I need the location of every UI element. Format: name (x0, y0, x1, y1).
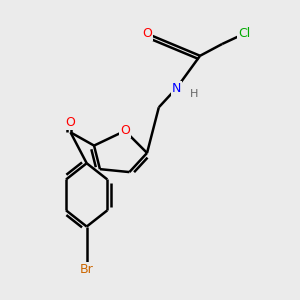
Text: O: O (66, 116, 75, 128)
Text: O: O (120, 124, 130, 137)
Text: Cl: Cl (238, 27, 250, 40)
Text: H: H (190, 89, 198, 99)
Text: Br: Br (80, 263, 94, 276)
Text: N: N (172, 82, 181, 95)
Text: O: O (142, 27, 152, 40)
